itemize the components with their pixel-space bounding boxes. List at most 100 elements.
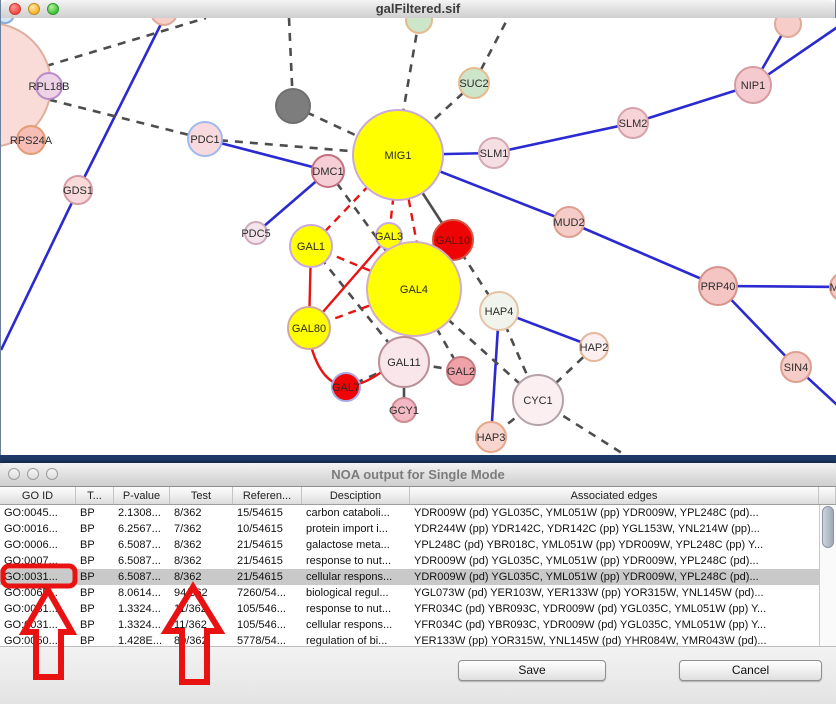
node-top-green-node[interactable] bbox=[406, 18, 432, 33]
node-label-RPS24A: RPS24A bbox=[10, 135, 53, 147]
noa-window-title: NOA output for Single Mode bbox=[331, 467, 505, 482]
node-label-NIP1: NIP1 bbox=[741, 80, 765, 92]
cell-p_value: 1.3324... bbox=[114, 603, 170, 615]
table-row[interactable]: GO:0045...BP2.1308...8/36215/54615carbon… bbox=[0, 505, 836, 521]
table-row[interactable]: GO:0016...BP6.2567...7/36210/54615protei… bbox=[0, 521, 836, 537]
node-label-PDC1: PDC1 bbox=[190, 134, 219, 146]
cell-reference: 21/54615 bbox=[233, 555, 302, 567]
cell-type: BP bbox=[76, 619, 114, 631]
node-label-SIN4: SIN4 bbox=[784, 362, 808, 374]
cell-description: response to nut... bbox=[302, 603, 410, 615]
cell-reference: 15/54615 bbox=[233, 507, 302, 519]
node-label-SLM2: SLM2 bbox=[619, 118, 648, 130]
cell-p_value: 6.5087... bbox=[114, 555, 170, 567]
cell-reference: 21/54615 bbox=[233, 571, 302, 583]
graph-window-title: galFiltered.sif bbox=[376, 1, 461, 16]
cell-test: 7/362 bbox=[170, 523, 233, 535]
cell-go_id: GO:0031... bbox=[0, 619, 76, 631]
cell-p_value: 2.1308... bbox=[114, 507, 170, 519]
noa-window-titlebar[interactable]: NOA output for Single Mode bbox=[0, 463, 836, 487]
cell-p_value: 1.3324... bbox=[114, 619, 170, 631]
cell-reference: 10/54615 bbox=[233, 523, 302, 535]
cell-type: BP bbox=[76, 603, 114, 615]
cell-description: cellular respons... bbox=[302, 619, 410, 631]
table-row[interactable]: GO:0031...BP6.5087...8/36221/54615cellul… bbox=[0, 569, 836, 585]
node-label-GAL80: GAL80 bbox=[292, 323, 326, 335]
cancel-button[interactable]: Cancel bbox=[679, 660, 822, 681]
cell-edges: YDR009W (pd) YGL035C, YML051W (pp) YDR00… bbox=[410, 555, 802, 567]
cell-description: response to nut... bbox=[302, 555, 410, 567]
minimize-button[interactable] bbox=[28, 3, 40, 15]
cell-go_id: GO:0031... bbox=[0, 571, 76, 583]
column-header-2[interactable]: P-value bbox=[114, 487, 170, 504]
table-row[interactable]: GO:0007...BP6.5087...8/36221/54615respon… bbox=[0, 553, 836, 569]
table-body: GO:0045...BP2.1308...8/36215/54615carbon… bbox=[0, 505, 836, 649]
node-label-DMC1: DMC1 bbox=[312, 166, 343, 178]
column-header-6[interactable]: Associated edges bbox=[410, 487, 819, 504]
cell-test: 11/362 bbox=[170, 619, 233, 631]
button-bar: Save Cancel bbox=[0, 646, 836, 704]
cell-description: carbon cataboli... bbox=[302, 507, 410, 519]
table-row[interactable]: GO:0006...BP6.5087...8/36221/54615galact… bbox=[0, 537, 836, 553]
cell-test: 94/362 bbox=[170, 587, 233, 599]
table-header[interactable]: GO IDT...P-valueTestReferen...Desciption… bbox=[0, 487, 836, 505]
cell-edges: YDR009W (pd) YGL035C, YML051W (pp) YDR00… bbox=[410, 507, 802, 519]
minimize-button-inactive[interactable] bbox=[27, 468, 39, 480]
edge-blue bbox=[494, 123, 633, 153]
node-label-GDS1: GDS1 bbox=[63, 185, 93, 197]
cell-type: BP bbox=[76, 555, 114, 567]
cell-test: 8/362 bbox=[170, 507, 233, 519]
cell-test: 8/362 bbox=[170, 539, 233, 551]
cell-edges: YPL248C (pd) YBR018C, YML051W (pp) YDR00… bbox=[410, 539, 802, 551]
close-button-inactive[interactable] bbox=[8, 468, 20, 480]
cell-type: BP bbox=[76, 571, 114, 583]
cell-go_id: GO:0006... bbox=[0, 539, 76, 551]
scrollbar-thumb[interactable] bbox=[822, 506, 834, 548]
zoom-button-inactive[interactable] bbox=[46, 468, 58, 480]
cell-type: BP bbox=[76, 587, 114, 599]
edge-blue bbox=[569, 222, 718, 286]
vertical-scrollbar[interactable] bbox=[819, 505, 836, 649]
table-row[interactable]: GO:0031...BP1.3324...11/362105/546...cel… bbox=[0, 617, 836, 633]
node-top-pink-node[interactable] bbox=[151, 18, 177, 25]
node-label-GAL7: GAL7 bbox=[332, 382, 360, 394]
cell-test: 11/362 bbox=[170, 603, 233, 615]
cell-p_value: 6.5087... bbox=[114, 571, 170, 583]
node-label-MIG1: MIG1 bbox=[385, 150, 412, 162]
zoom-button[interactable] bbox=[47, 3, 59, 15]
node-label-PRP40: PRP40 bbox=[701, 281, 736, 293]
node-label-PDC5: PDC5 bbox=[241, 228, 270, 240]
column-header-1[interactable]: T... bbox=[76, 487, 114, 504]
column-header-5[interactable]: Desciption bbox=[302, 487, 410, 504]
node-label-GAL4: GAL4 bbox=[400, 284, 428, 296]
cell-p_value: 8.0614... bbox=[114, 587, 170, 599]
cell-edges: YFR034C (pd) YBR093C, YDR009W (pd) YGL03… bbox=[410, 619, 802, 631]
node-label-HAP4: HAP4 bbox=[485, 306, 514, 318]
node-gray-node[interactable] bbox=[276, 89, 310, 123]
graph-window-titlebar[interactable]: galFiltered.sif bbox=[1, 0, 835, 19]
cell-go_id: GO:0007... bbox=[0, 555, 76, 567]
cell-edges: YGL073W (pd) YER103W, YER133W (pp) YOR31… bbox=[410, 587, 802, 599]
cell-type: BP bbox=[76, 539, 114, 551]
node-tr-pink-node[interactable] bbox=[775, 18, 801, 37]
column-header-0[interactable]: GO ID bbox=[0, 487, 76, 504]
cell-test: 8/362 bbox=[170, 571, 233, 583]
cell-type: BP bbox=[76, 507, 114, 519]
node-label-CYC1: CYC1 bbox=[523, 395, 552, 407]
network-graph: RPL18BRPS24AGDS1PDC1DMC1MIG1SUC2SLM1SLM2… bbox=[1, 18, 836, 455]
table-row[interactable]: GO:0065...BP8.0614...94/3627260/54...bio… bbox=[0, 585, 836, 601]
save-button[interactable]: Save bbox=[458, 660, 606, 681]
network-canvas[interactable]: RPL18BRPS24AGDS1PDC1DMC1MIG1SUC2SLM1SLM2… bbox=[1, 18, 836, 455]
cell-p_value: 6.2567... bbox=[114, 523, 170, 535]
cell-description: galactose meta... bbox=[302, 539, 410, 551]
cell-reference: 7260/54... bbox=[233, 587, 302, 599]
cell-type: BP bbox=[76, 523, 114, 535]
column-header-3[interactable]: Test bbox=[170, 487, 233, 504]
node-label-GAL11: GAL11 bbox=[387, 357, 420, 369]
table-row[interactable]: GO:0031...BP1.3324...11/362105/546...res… bbox=[0, 601, 836, 617]
column-header-4[interactable]: Referen... bbox=[233, 487, 302, 504]
node-label-GAL3: GAL3 bbox=[375, 231, 403, 243]
close-button[interactable] bbox=[9, 3, 21, 15]
cell-description: cellular respons... bbox=[302, 571, 410, 583]
node-corner-node[interactable] bbox=[1, 18, 14, 23]
